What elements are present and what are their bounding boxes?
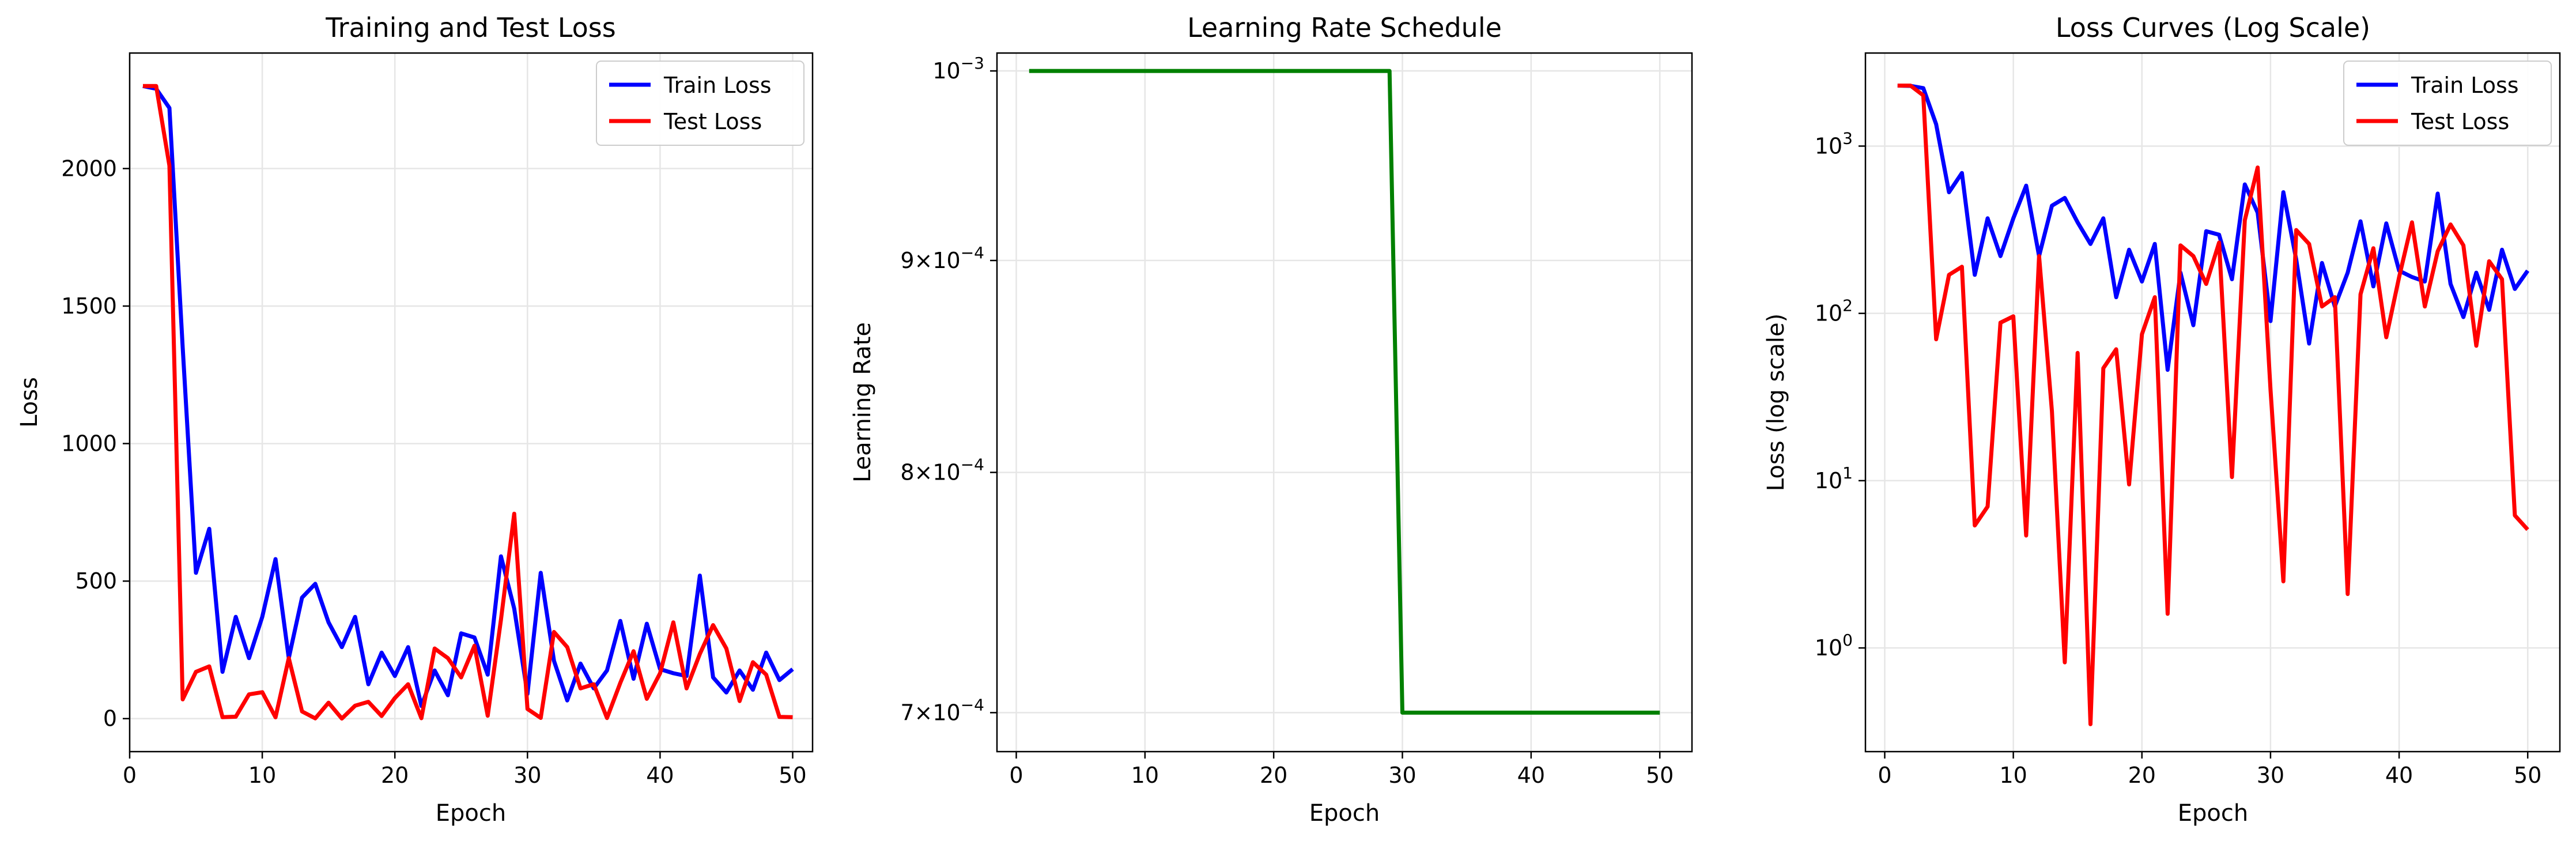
x-tick-label: 20	[381, 763, 409, 788]
chart-title: Learning Rate Schedule	[1187, 12, 1502, 43]
y-tick-label: 103	[1815, 129, 1853, 159]
axes-frame	[1864, 52, 2561, 753]
series-line-learning-rate	[1029, 69, 1660, 715]
x-tick-label: 50	[779, 763, 806, 788]
x-tick-label: 10	[1999, 763, 2027, 788]
chart-panel-train-test-loss: Training and Test Loss 0 10 20 30 40 50 0 500 1…	[16, 12, 814, 827]
y-axis-label: Learning Rate	[849, 322, 876, 482]
y-tick-label: 8×10−4	[900, 455, 984, 485]
y-tick-label: 10−3	[932, 54, 984, 84]
x-tick-label: 30	[1388, 763, 1416, 788]
y-tick-label: 0	[103, 706, 117, 731]
legend-box	[596, 61, 804, 146]
y-tick-label: 2000	[61, 156, 117, 181]
legend-label-train: Train Loss	[2411, 73, 2519, 98]
legend-box	[2343, 61, 2552, 146]
series-line-test-loss	[143, 84, 793, 721]
x-tick-label: 10	[1131, 763, 1159, 788]
x-tick-label: 0	[123, 763, 137, 788]
x-tick-label: 40	[646, 763, 674, 788]
y-axis-label: Loss	[16, 377, 43, 428]
y-tick-label: 7×10−4	[900, 695, 984, 725]
legend-label-test: Test Loss	[2411, 109, 2509, 134]
x-tick-label: 20	[2128, 763, 2156, 788]
chart-panel-log-loss: Loss Curves (Log Scale) 0 10 20 30 40 50 100 1…	[1763, 12, 2561, 827]
y-tick-label: 1500	[61, 293, 117, 319]
axes-frame	[996, 52, 1693, 753]
x-tick-label: 30	[513, 763, 541, 788]
x-tick-label: 40	[2385, 763, 2413, 788]
y-tick-label: 9×10−4	[900, 243, 984, 273]
x-tick-label: 0	[1878, 763, 1891, 788]
axes-frame	[129, 52, 814, 753]
x-tick-label: 40	[1517, 763, 1545, 788]
series-line-test-loss	[1897, 84, 2529, 726]
x-axis-label: Epoch	[436, 800, 506, 827]
chart-panel-learning-rate: Learning Rate Schedule 0 10 20 30 40 50 10−3 9…	[849, 12, 1693, 827]
x-tick-label: 0	[1009, 763, 1023, 788]
y-tick-label: 500	[75, 568, 117, 594]
x-tick-label: 10	[248, 763, 276, 788]
legend: Train Loss Test Loss	[596, 61, 804, 146]
y-tick-label: 101	[1815, 463, 1853, 493]
chart-title: Loss Curves (Log Scale)	[2056, 12, 2370, 43]
y-tick-label: 100	[1815, 631, 1853, 661]
y-axis-label: Loss (log scale)	[1763, 314, 1789, 491]
legend-label-test: Test Loss	[663, 109, 762, 134]
x-axis-label: Epoch	[1309, 800, 1380, 827]
y-tick-label: 102	[1815, 296, 1853, 326]
x-tick-label: 20	[1260, 763, 1287, 788]
legend-label-train: Train Loss	[663, 73, 772, 98]
legend: Train Loss Test Loss	[2343, 61, 2552, 146]
x-axis-label: Epoch	[2178, 800, 2248, 827]
x-tick-label: 30	[2257, 763, 2284, 788]
y-tick-label: 1000	[61, 431, 117, 457]
chart-title: Training and Test Loss	[325, 12, 615, 43]
x-tick-label: 50	[1646, 763, 1674, 788]
x-tick-label: 50	[2514, 763, 2541, 788]
